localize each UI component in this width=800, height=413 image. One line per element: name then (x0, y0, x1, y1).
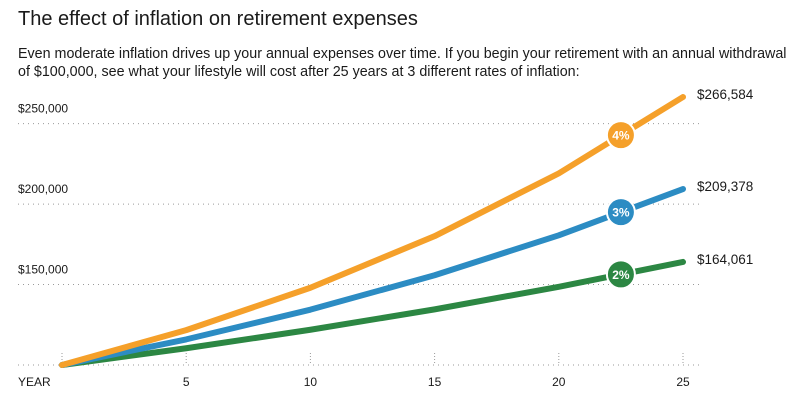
series-badge-label: 2% (612, 268, 630, 282)
end-value-label: $209,378 (697, 179, 753, 194)
series-badge (605, 259, 636, 290)
x-tick-label: 15 (428, 375, 442, 389)
series-lines (59, 94, 686, 368)
series-badge (605, 197, 636, 228)
series-badges: 4% 3% 2% (605, 120, 636, 290)
end-value-label: $164,061 (697, 252, 753, 267)
x-tick-label: 25 (676, 375, 690, 389)
y-tick-label: $150,000 (18, 263, 68, 277)
series-badge (605, 120, 636, 151)
x-axis: YEAR 5 10 15 20 25 (18, 353, 700, 389)
y-axis-ticks: $150,000 $200,000 $250,000 (18, 102, 68, 277)
y-tick-label: $200,000 (18, 182, 68, 196)
chart-title: The effect of inflation on retirement ex… (18, 8, 418, 30)
series-line-3pct (59, 186, 686, 368)
y-tick-label: $250,000 (18, 102, 68, 116)
x-tick-label: 20 (552, 375, 566, 389)
series-line-4pct (59, 94, 686, 368)
x-axis-label: YEAR (18, 375, 51, 389)
series-badge-label: 3% (612, 206, 630, 220)
x-tick-label: 5 (183, 375, 190, 389)
series-line-2pct (59, 258, 686, 368)
series-badge-label: 4% (612, 129, 630, 143)
grid-lines (18, 123, 700, 286)
x-tick-label: 10 (304, 375, 318, 389)
end-value-label: $266,584 (697, 87, 754, 102)
chart-subtitle: Even moderate inflation drives up your a… (18, 46, 787, 80)
end-value-labels: $266,584 $209,378 $164,061 (697, 87, 754, 267)
